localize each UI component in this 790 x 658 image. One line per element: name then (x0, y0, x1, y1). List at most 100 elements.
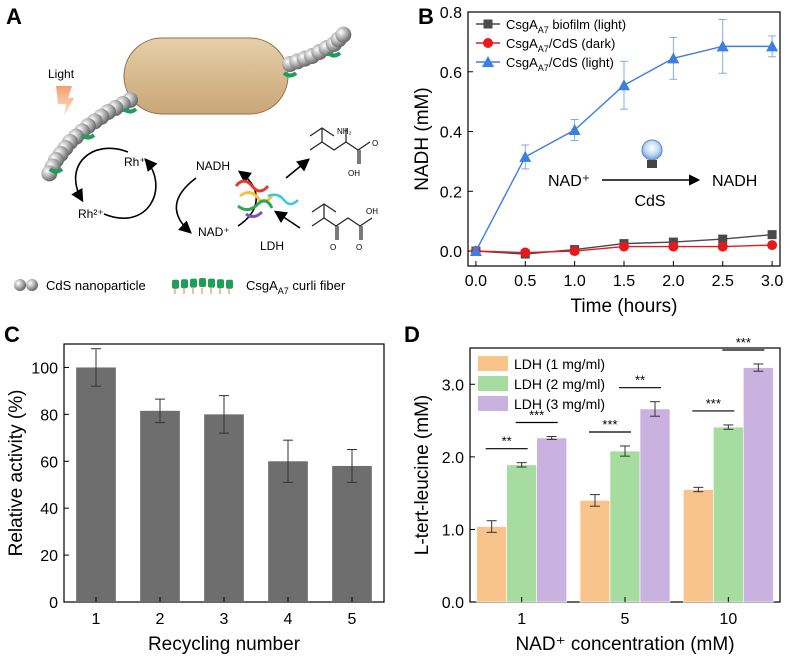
panel-label-a: A (6, 4, 22, 29)
chart-d: 0.01.02.03.01 5 10****************LDH (1 m… (412, 335, 781, 655)
legend-label: CsgAA7/CdS (dark) (506, 36, 615, 54)
x-tick-label-d: 5 (621, 611, 630, 628)
x-tick-label-b: 2.0 (662, 273, 684, 290)
y-tick-label-d: 0.0 (442, 595, 464, 612)
bar (536, 437, 567, 603)
x-tick-label-b: 1.0 (564, 273, 586, 290)
y-tick-label-c: 80 (40, 407, 58, 424)
cds-legend-icon-2 (26, 279, 38, 291)
curli-legend-icon (172, 278, 233, 294)
oxygen-label-keto: O (330, 243, 336, 252)
curli-segment (48, 167, 64, 174)
data-point (767, 230, 777, 240)
bar (76, 367, 116, 602)
legend-curli-sub: A7 (278, 286, 289, 296)
legend-swatch (478, 376, 508, 391)
cds-nanoparticle (335, 26, 352, 43)
legend-label-rest: biofilm (light) (549, 17, 626, 32)
annotation-nadh: NADH (712, 173, 757, 190)
bar (639, 408, 671, 603)
legend-label-sub: A7 (538, 25, 549, 35)
x-axis-label-b: Time (hours) (571, 296, 678, 317)
cds-legend-icon (14, 279, 26, 291)
panel-label-d: D (404, 322, 420, 347)
legend-label-main: CsgA (506, 36, 538, 51)
tert-leucine-structure (309, 127, 371, 164)
panel-a: A Light Rh⁺ Rh²⁺ NADH NAD⁺ (6, 4, 378, 296)
data-point (618, 79, 630, 91)
legend-curli-rest: curli fiber (289, 278, 346, 293)
data-point (668, 241, 679, 252)
y-tick-label-d: 1.0 (442, 522, 464, 539)
series-square: CsgAA7 biofilm (light) (471, 17, 777, 259)
x-tick-label-c: 2 (156, 611, 165, 628)
x-tick-label-c: 5 (348, 611, 357, 628)
data-point (717, 241, 728, 252)
y-tick-label-c: 60 (40, 454, 58, 471)
x-tick-label-b: 3.0 (761, 273, 783, 290)
nh2-label: NH₂ (337, 127, 352, 136)
y-axis-label-c: Relative activity (%) (6, 390, 27, 557)
bar (268, 461, 308, 602)
bar (506, 464, 537, 603)
curli-segment (282, 71, 298, 78)
light-beam-icon (56, 86, 74, 116)
significance-label: *** (706, 396, 721, 411)
x-axis-label-c: Recycling number (148, 634, 301, 655)
significance-label: *** (602, 417, 617, 432)
curli-legend-segment (181, 279, 188, 289)
significance-label: ** (502, 434, 512, 449)
data-point (667, 52, 680, 64)
y-tick-label-d: 3.0 (442, 377, 464, 394)
panel-d: D 0.01.02.03.01 5 10****************LDH (1… (404, 322, 781, 655)
oxygen-label-top: O (372, 139, 378, 148)
cycle-arrow-left (71, 147, 129, 203)
legend-label-rest: /CdS (light) (549, 55, 614, 70)
schematic-legend: CdS nanoparticle CsgAA7 curli fiber (14, 278, 346, 296)
nad-arrow-left (175, 177, 197, 234)
rh-plus-label: Rh⁺ (124, 155, 146, 169)
y-tick-label-d: 2.0 (442, 450, 464, 467)
panel-b: B 0.0 0.5 1.0 1.5 2.0 2.5 3.0 0.0 0.2 0.4 0.6 0.8 Ti… (412, 4, 783, 317)
bar (713, 426, 744, 603)
bar (332, 465, 372, 602)
x-tick-label-d: 10 (719, 611, 737, 628)
annotation-cds: CdS (634, 193, 665, 210)
significance-label: ** (635, 373, 645, 388)
x-tick-label-b: 0.5 (514, 273, 536, 290)
nad-arrow-right (237, 170, 257, 227)
curli-fiber-right (282, 26, 352, 78)
y-tick-label-b: 0.8 (440, 5, 462, 22)
curli-segment (122, 107, 138, 114)
nadh-label: NADH (196, 159, 230, 173)
product-arrow (273, 210, 301, 229)
data-point (519, 150, 532, 162)
panel-label-c: C (4, 322, 20, 347)
x-tick-label-c: 1 (92, 611, 101, 628)
panel-label-b: B (418, 4, 434, 29)
legend-swatch (478, 356, 508, 371)
chart-c: 0 20 40 60 80 100 1 2 3 4 5 Recycling number Relativ… (6, 343, 385, 655)
data-point (716, 40, 729, 52)
legend-marker (483, 19, 493, 29)
curli-legend-segment (199, 278, 206, 287)
curli-legend-segment (217, 279, 224, 289)
rh-cycle: Rh⁺ Rh²⁺ (71, 147, 158, 221)
x-tick-label-b: 2.5 (712, 273, 734, 290)
legend-curli-label: CsgAA7 curli fiber (246, 278, 346, 296)
y-tick-label-c: 0 (49, 595, 58, 612)
data-point (718, 234, 728, 244)
curli-legend-segment (190, 278, 197, 288)
annotation-nad-plus: NAD⁺ (548, 173, 590, 190)
legend-label: LDH (3 mg/ml) (514, 396, 605, 412)
x-tick-label-c: 4 (284, 611, 293, 628)
bacterium-cell (123, 37, 289, 115)
curli-legend-segment (226, 279, 233, 289)
light-label: Light (48, 67, 75, 81)
legend-label: LDH (2 mg/ml) (514, 376, 605, 392)
data-point (767, 240, 778, 251)
oxygen-label-acid: O (356, 243, 362, 252)
bar (204, 414, 244, 602)
legend-marker (483, 38, 493, 48)
data-point (469, 245, 482, 257)
